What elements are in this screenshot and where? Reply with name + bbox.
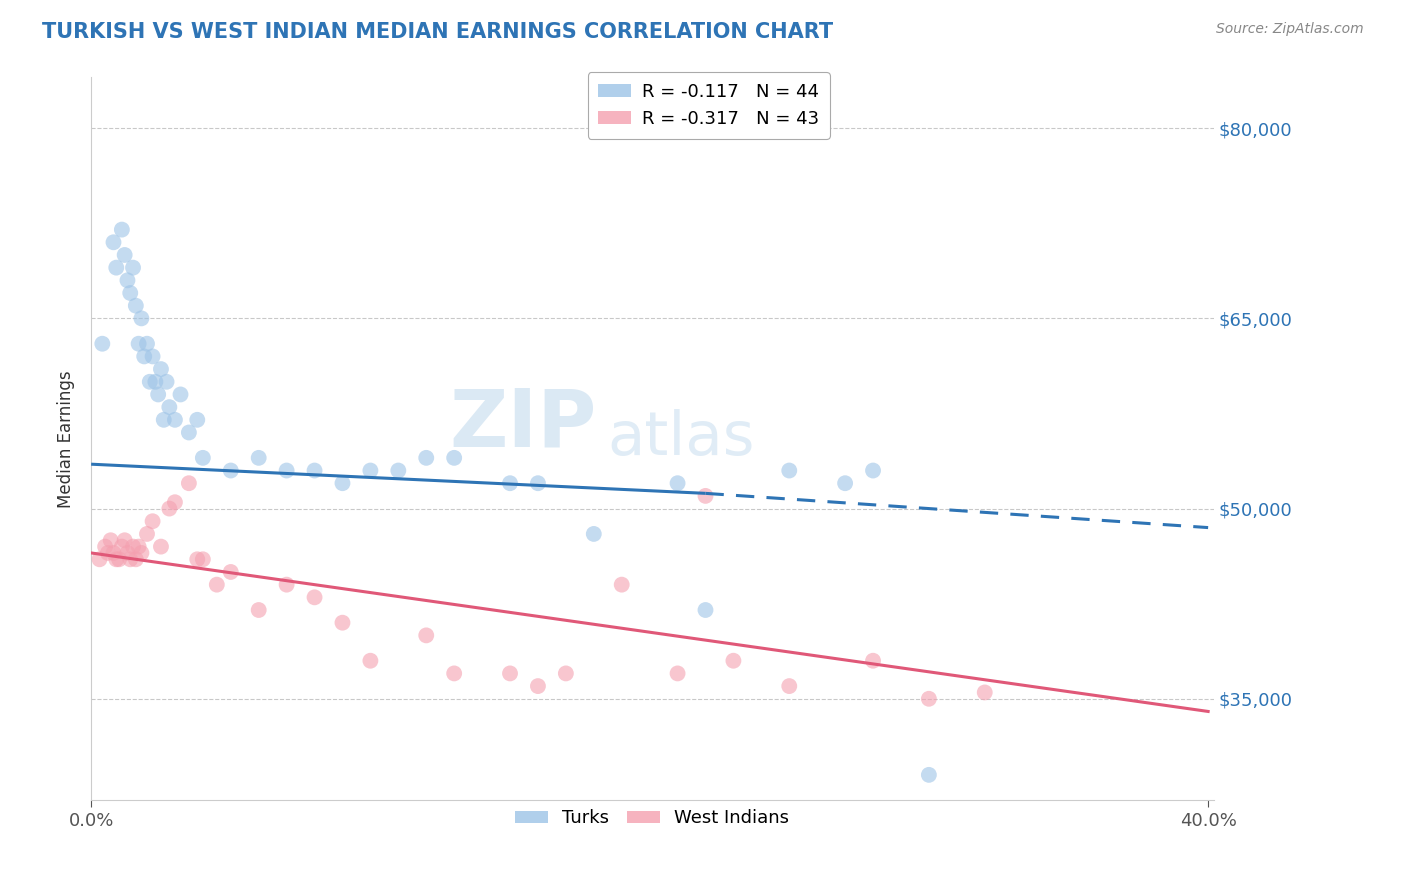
Point [105,552,128,566]
Point [973,685,995,699]
Point [169,387,191,401]
Point [415,450,437,465]
Point [117,546,139,560]
Point [105,260,128,275]
Point [142,350,165,364]
Point [125,299,148,313]
Point [122,260,145,275]
Point [723,654,745,668]
Text: ZIP: ZIP [449,385,596,463]
Point [862,463,884,477]
Point [149,362,172,376]
Point [155,375,177,389]
Point [527,476,550,491]
Point [142,514,165,528]
Point [276,463,298,477]
Point [131,546,153,560]
Point [247,450,270,465]
Point [163,413,186,427]
Point [120,285,142,300]
Point [610,577,633,591]
Point [149,540,172,554]
Point [122,540,145,554]
Point [157,400,180,414]
Point [103,235,125,250]
Point [191,450,214,465]
Point [582,527,605,541]
Point [834,476,856,491]
Point [145,375,167,389]
Point [205,577,228,591]
Point [89,552,111,566]
Point [415,628,437,642]
Point [177,476,200,491]
Point [114,533,136,548]
Point [163,495,186,509]
Point [359,654,381,668]
Y-axis label: Median Earnings: Median Earnings [58,370,75,508]
Point [695,489,717,503]
Point [332,476,354,491]
Point [862,654,884,668]
Point [146,387,169,401]
Point [117,273,139,287]
Point [219,565,242,579]
Point [666,666,689,681]
Point [918,768,941,782]
Point [128,540,150,554]
Point [219,463,242,477]
Point [695,603,717,617]
Point [304,591,326,605]
Point [125,552,148,566]
Text: atlas: atlas [607,409,755,468]
Point [136,336,159,351]
Text: TURKISH VS WEST INDIAN MEDIAN EARNINGS CORRELATION CHART: TURKISH VS WEST INDIAN MEDIAN EARNINGS C… [42,22,834,42]
Point [114,248,136,262]
Point [191,552,214,566]
Point [157,501,180,516]
Point [304,463,326,477]
Point [186,552,208,566]
Point [111,222,134,236]
Point [247,603,270,617]
Point [131,311,153,326]
Point [136,527,159,541]
Point [443,450,465,465]
Point [152,413,174,427]
Point [103,546,125,560]
Point [554,666,576,681]
Point [276,577,298,591]
Point [139,375,162,389]
Point [94,540,117,554]
Point [177,425,200,440]
Point [359,463,381,477]
Point [918,691,941,706]
Text: Source: ZipAtlas.com: Source: ZipAtlas.com [1216,22,1364,37]
Point [387,463,409,477]
Point [443,666,465,681]
Point [120,552,142,566]
Point [100,533,122,548]
Point [527,679,550,693]
Point [778,679,800,693]
Point [128,336,150,351]
Point [91,336,114,351]
Point [134,350,156,364]
Point [332,615,354,630]
Point [108,552,131,566]
Point [499,476,522,491]
Point [499,666,522,681]
Point [666,476,689,491]
Point [186,413,208,427]
Point [778,463,800,477]
Point [111,540,134,554]
Legend: Turks, West Indians: Turks, West Indians [508,802,797,835]
Point [97,546,120,560]
